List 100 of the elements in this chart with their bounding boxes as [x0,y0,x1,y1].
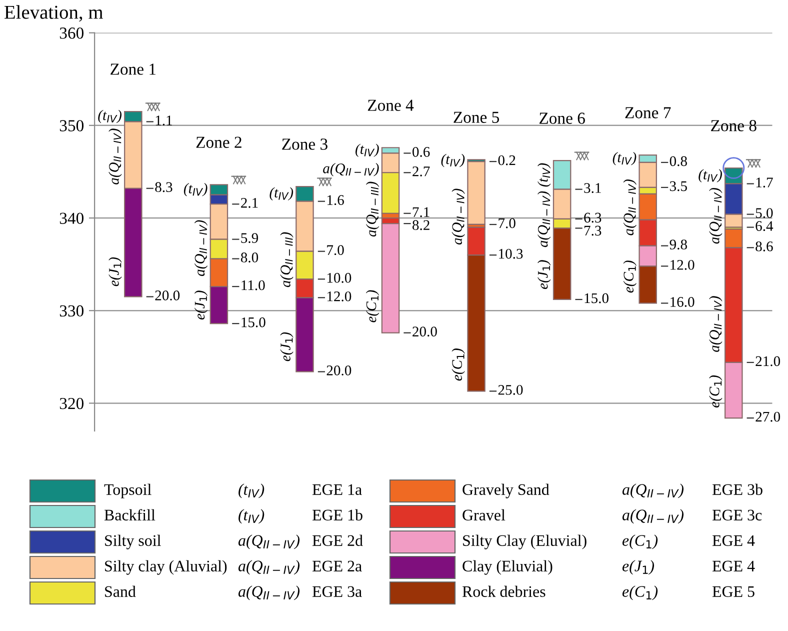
text: EGE 3a [312,586,362,597]
annotation: 27.0 [756,412,780,422]
annotation: 1.1 [156,116,172,126]
x-tick-label: Zone 5 [454,112,500,123]
annotation: 12.0 [327,291,352,302]
legend-label: Backfill [104,509,156,520]
annotation: 10.0 [327,272,352,283]
annotation: 5.9 [241,233,258,244]
annotation: 0.2 [498,155,516,166]
annotation: e(J$_{1}$) [194,290,208,320]
annotation: a(Q$_{II−IV}$) [709,188,722,244]
x-tick-label: Zone 1 [110,64,156,75]
text: a(Q$_{II−IV}$) [622,484,684,498]
text: EGE 2a [312,560,362,572]
annotation: 8.3 [155,182,172,192]
annotation: e(C$_{1}$) [709,375,722,408]
text: (t$_{IV}$) [238,509,264,524]
legend-label: Gravely Sand [462,484,550,498]
legend-label: Silty clay (Aluvial) [105,560,227,575]
x-tick-label: Zone 6 [540,112,585,124]
annotation: 7.0 [327,245,344,256]
annotation: 20.0 [412,326,437,337]
text: EGE 2d [312,534,363,546]
annotation: 0.6 [412,146,430,157]
annotation: e(C$_{1}$) [452,348,465,381]
annotation: e(J$_{1}$) [280,332,294,362]
annotation: a(Q$_{II−III}$) [366,182,380,237]
text: a(Q$_{II−IV}$) [238,560,300,575]
text: EGE 3c [712,510,762,520]
x-tick-label: Zone 8 [711,120,756,132]
y-axis-title: Elevation, m [4,5,103,22]
annotation: 10.3 [499,248,523,259]
y-tick-label: 340 [60,212,84,224]
annotation: e(C$_{1}$) [366,290,380,322]
y-tick-label: 350 [60,120,84,132]
annotation: e(C$_{1}$) [623,260,637,293]
annotation: 25.0 [498,384,523,395]
x-tick-label: Zone 7 [625,107,671,118]
annotation: (t$_{IV}$) [698,169,722,182]
x-tick-label: Zone 3 [282,138,328,150]
text: a(Q$_{II−IV}$) [238,586,300,600]
annotation: 6.3 [584,212,602,223]
text: e(C$_{1}$) [622,586,658,600]
bar [467,160,486,226]
text: EGE 5 [712,586,754,597]
annotation: (t$_{IV}$) [356,144,379,157]
annotation: 3.1 [584,183,601,194]
annotation: 1.6 [327,195,344,206]
annotation: 2.7 [412,166,430,176]
text: a(Q$_{II−IV}$) [238,534,300,550]
text: EGE 4 [712,560,755,572]
legend-label: Gravel [462,509,506,520]
annotation: (t$_{IV}$) [98,110,122,124]
annotation: 5.0 [756,208,773,218]
legend-label: Rock debries [462,586,546,597]
annotation: (t$_{IV}$) [184,183,208,196]
annotation: 8.6 [756,241,773,252]
annotation: 8.0 [240,252,258,262]
annotation: e(J$_{1}$) [538,260,551,289]
annotation: a(Q$_{II−IV}$) [323,163,379,176]
annotation: (t$_{IV}$) [612,152,636,166]
annotation: 7.1 [412,207,430,218]
y-tick-label: 320 [60,398,84,410]
annotation: a(Q$_{II−IV}$) [108,128,122,184]
y-tick-label: 330 [60,305,84,317]
annotation: 3.5 [670,181,687,192]
text: e(C$_{1}$) [622,534,658,550]
annotation: 8.2 [412,220,430,230]
annotation: 6.4 [756,221,774,232]
annotation: 9.8 [670,240,687,250]
annotation: 20.0 [326,366,352,376]
annotation: 0.8 [670,156,687,166]
text: (t$_{IV}$) [238,484,264,498]
annotation: 2.1 [241,198,258,208]
annotation: e(J$_{1}$) [108,257,122,286]
annotation: a(Q$_{II−IV}$) [194,220,208,276]
annotation: a(Q$_{II−IV}$) [538,191,551,248]
annotation: (t$_{IV}$) [441,154,465,168]
annotation: 20.0 [155,290,180,300]
text: e(J$_{1}$) [622,560,654,575]
annotation: a(Q$_{II−IV}$) [623,180,637,236]
x-tick-label: Zone 2 [196,136,242,148]
legend-label: Sand [105,586,136,597]
y-tick-label: 360 [60,28,84,39]
annotation: 11.0 [242,280,265,290]
annotation: 12.0 [670,260,694,270]
text: EGE 1a [312,484,362,495]
text: EGE 3b [712,484,762,495]
annotation: (t$_{IV}$) [270,187,294,200]
annotation: (t$_{IV}$) [538,163,551,187]
legend-label: Topsoil [104,484,152,498]
annotation: 16.0 [670,297,694,307]
legend-label: Silty Clay (Eluvial) [463,534,586,550]
annotation: 21.0 [756,356,780,366]
annotation: 15.0 [242,317,266,328]
annotation: 1.7 [756,178,773,188]
x-tick-label: Zone 4 [368,100,414,111]
text: EGE 1b [312,509,362,520]
legend-label: Clay (Eluvial) [462,560,552,575]
annotation: 7.0 [498,218,516,228]
